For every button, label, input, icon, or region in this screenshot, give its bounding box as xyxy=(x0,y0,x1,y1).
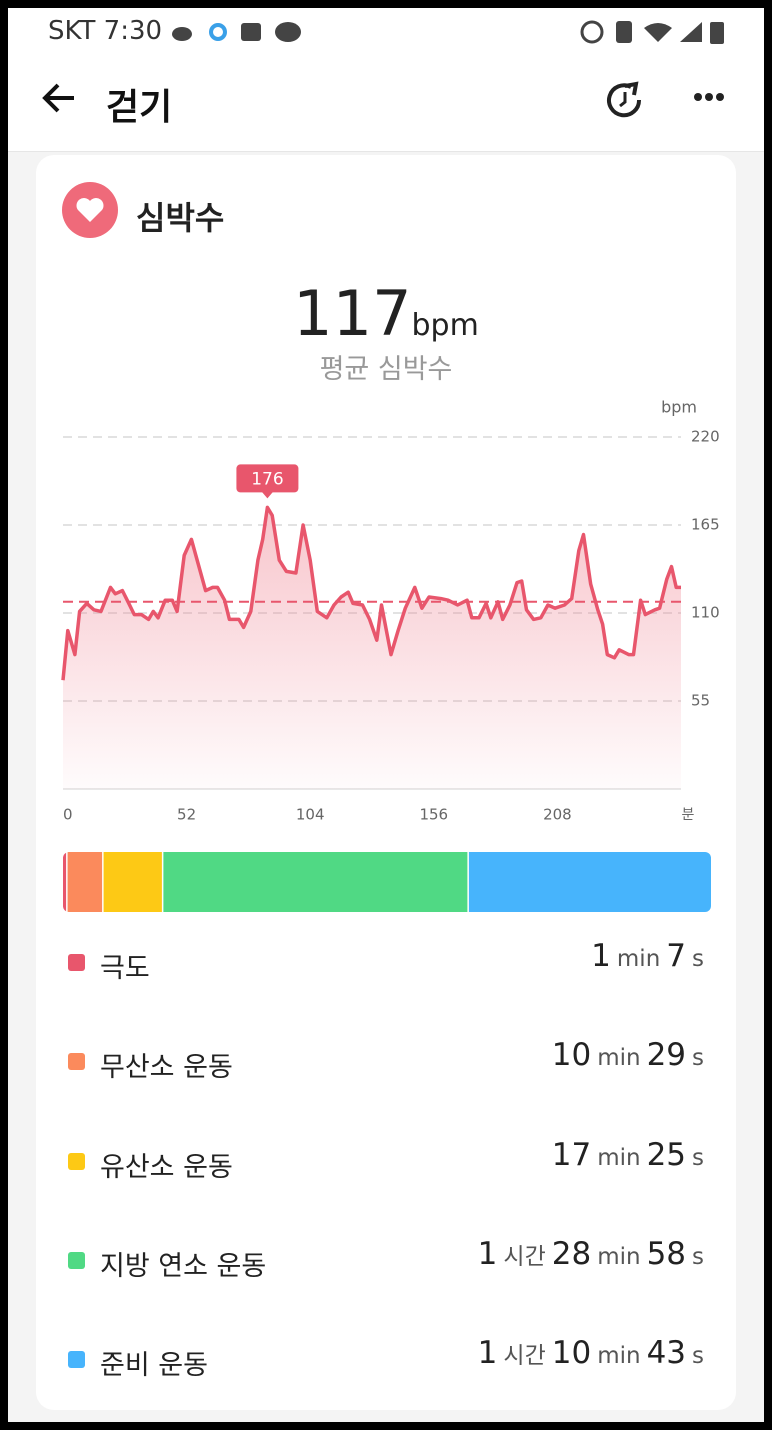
duration-number: 10 xyxy=(551,1335,592,1371)
zone-row: 극도 1 min 7 s xyxy=(36,938,736,988)
y-tick-label: 55 xyxy=(691,692,710,710)
duration-unit: s xyxy=(692,1045,704,1071)
back-button[interactable] xyxy=(38,78,88,118)
page-title: 걷기 xyxy=(106,87,173,128)
duration-number: 1 xyxy=(591,938,611,974)
x-tick-label: 156 xyxy=(419,806,448,824)
duration-number: 10 xyxy=(551,1037,592,1073)
refresh-button[interactable] xyxy=(603,78,647,122)
zone-segment xyxy=(102,852,163,912)
y-tick-label: 110 xyxy=(691,604,720,622)
heart-icon xyxy=(62,182,118,238)
zone-row: 지방 연소 운동 1 시간 28 min 58 s xyxy=(36,1236,736,1286)
x-tick-label: 52 xyxy=(177,806,196,824)
zone-swatch xyxy=(68,1351,85,1368)
zone-duration: 17 min 25 s xyxy=(548,1137,706,1187)
duration-unit: min xyxy=(597,1343,641,1369)
x-tick-label: 208 xyxy=(543,806,572,824)
duration-unit: s xyxy=(692,946,704,972)
line xyxy=(61,505,681,681)
status-time: SKT 7:30 xyxy=(48,16,163,46)
zone-name: 지방 연소 운동 xyxy=(100,1251,267,1282)
zone-name: 준비 운동 xyxy=(100,1350,208,1381)
zone-name: 극도 xyxy=(100,953,150,984)
duration-unit: min xyxy=(616,946,661,972)
duration-number: 17 xyxy=(551,1137,592,1173)
duration-number: 43 xyxy=(646,1335,687,1371)
duration-number: 58 xyxy=(646,1236,687,1272)
zone-row: 준비 운동 1 시간 10 min 43 s xyxy=(36,1335,736,1385)
average-label: 평균 심박수 xyxy=(319,354,453,385)
y-axis-label: bpm xyxy=(661,398,697,417)
duration-unit: 시간 xyxy=(503,1343,546,1369)
peak-label: 176 xyxy=(251,469,283,489)
system-icons xyxy=(580,20,724,44)
zone-swatch xyxy=(68,1053,85,1070)
screen: SKT 7:30 걷기 심박수 117bpm 평균 심박수 극도 1 min 7 s 무 xyxy=(8,8,764,1422)
app-bar: SKT 7:30 걷기 xyxy=(8,8,764,152)
x-tick-label: 104 xyxy=(296,806,325,824)
y-tick-label: 165 xyxy=(691,516,720,534)
duration-number: 1 xyxy=(477,1236,498,1272)
peak-pointer xyxy=(261,491,274,499)
y-tick-label: 220 xyxy=(691,428,720,446)
duration-unit: s xyxy=(692,1244,704,1270)
more-button[interactable] xyxy=(690,86,730,110)
zone-segment xyxy=(63,852,67,912)
zone-duration: 10 min 29 s xyxy=(548,1037,706,1087)
duration-unit: s xyxy=(692,1343,704,1369)
zone-name: 무산소 운동 xyxy=(100,1052,233,1083)
average-value: 117 xyxy=(293,277,412,350)
duration-number: 29 xyxy=(646,1037,687,1073)
zone-segment xyxy=(162,852,469,912)
x-tick-label: 0 xyxy=(63,806,73,824)
status-icons xyxy=(172,22,301,42)
zone-swatch xyxy=(68,1252,85,1269)
zone-duration: 1 시간 28 min 58 s xyxy=(474,1236,706,1286)
zone-segment xyxy=(468,852,711,912)
zone-segment xyxy=(66,852,103,912)
chart: bpm 55 110 165 220 0 52 104 156 208 분 176 xyxy=(61,398,720,912)
area xyxy=(63,507,681,789)
duration-unit: min xyxy=(597,1244,641,1270)
duration-unit: s xyxy=(692,1145,704,1171)
zone-duration: 1 시간 10 min 43 s xyxy=(474,1335,706,1385)
zone-row: 무산소 운동 10 min 29 s xyxy=(36,1037,736,1087)
peak-badge xyxy=(236,464,299,493)
average-display: 117bpm xyxy=(36,277,736,350)
card-title: 심박수 xyxy=(136,199,225,237)
duration-number: 7 xyxy=(666,938,687,974)
duration-number: 25 xyxy=(646,1137,687,1173)
zone-row: 유산소 운동 17 min 25 s xyxy=(36,1137,736,1187)
average-unit: bpm xyxy=(411,308,479,343)
zone-swatch xyxy=(68,1153,85,1170)
duration-number: 1 xyxy=(477,1335,498,1371)
duration-unit: min xyxy=(597,1145,641,1171)
duration-unit: 시간 xyxy=(503,1244,546,1270)
zone-name: 유산소 운동 xyxy=(100,1152,233,1183)
duration-unit: min xyxy=(597,1045,641,1071)
zone-swatch xyxy=(68,954,85,971)
duration-number: 28 xyxy=(551,1236,592,1272)
zone-duration: 1 min 7 s xyxy=(587,938,706,988)
x-axis-unit: 분 xyxy=(682,807,695,823)
